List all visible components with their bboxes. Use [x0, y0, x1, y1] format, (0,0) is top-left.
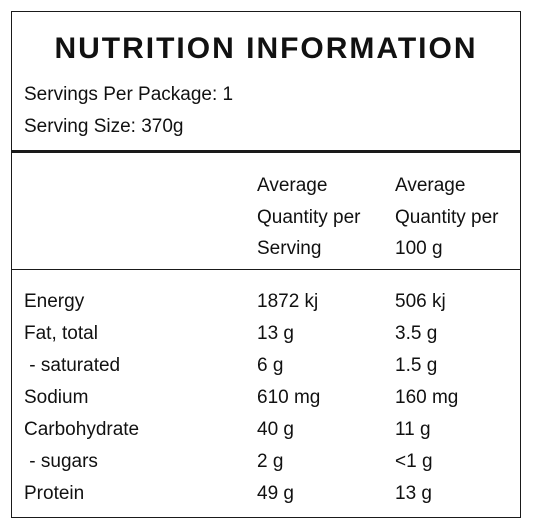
nutrient-name: Fat, total — [24, 323, 98, 344]
nutrient-name: Carbohydrate — [24, 419, 140, 440]
column-header-line: Average — [257, 175, 328, 196]
column-header-line: 100 g — [395, 238, 443, 259]
thick-divider — [12, 150, 520, 153]
per-100g-value: 13 g — [395, 483, 432, 504]
nutrient-name: Energy — [24, 291, 85, 312]
nutrient-name: Protein — [24, 483, 85, 504]
nutrient-row-sodium: Sodium 610 mg 160 mg — [12, 382, 520, 414]
per-serving-value: 2 g — [257, 451, 284, 472]
per-100g-value: 506 kj — [395, 291, 446, 312]
nutrient-row-carbohydrate: Carbohydrate 40 g 11 g — [12, 414, 520, 446]
nutrient-row-protein: Protein 49 g 13 g — [12, 478, 520, 510]
per-100g-value: 11 g — [395, 419, 431, 440]
nutrient-table: Energy 1872 kj 506 kj Fat, total 13 g 3.… — [12, 286, 520, 510]
column-header-line: Serving — [257, 238, 322, 259]
nutrient-name: - saturated — [24, 355, 121, 376]
column-header-line: Quantity per — [257, 206, 361, 228]
column-header-per-serving: Average Quantity per Serving — [257, 170, 361, 265]
column-header-line: Quantity per — [395, 206, 499, 228]
column-header-line: Average — [395, 175, 466, 196]
per-serving-value: 49 g — [257, 483, 294, 504]
per-serving-value: 1872 kj — [257, 291, 319, 312]
nutrition-panel: NUTRITION INFORMATION Servings Per Packa… — [11, 11, 521, 518]
nutrient-row-fat-total: Fat, total 13 g 3.5 g — [12, 318, 520, 350]
thin-divider — [12, 269, 520, 271]
panel-title: NUTRITION INFORMATION — [54, 32, 478, 65]
per-100g-value: 1.5 g — [395, 355, 438, 376]
nutrient-name: Sodium — [24, 387, 89, 408]
per-serving-value: 40 g — [257, 419, 294, 440]
servings-per-package: Servings Per Package: 1 — [24, 84, 234, 105]
nutrient-row-energy: Energy 1872 kj 506 kj — [12, 286, 520, 318]
nutrient-name: - sugars — [24, 451, 98, 472]
column-header-per-100g: Average Quantity per 100 g — [395, 170, 499, 265]
per-100g-value: 3.5 g — [395, 323, 438, 344]
per-serving-value: 610 mg — [257, 387, 321, 408]
per-100g-value: 160 mg — [395, 387, 459, 408]
serving-size: Serving Size: 370g — [24, 116, 184, 137]
per-100g-value: <1 g — [395, 451, 433, 472]
nutrient-row-saturated: - saturated 6 g 1.5 g — [12, 350, 520, 382]
nutrient-row-sugars: - sugars 2 g <1 g — [12, 446, 520, 478]
per-serving-value: 13 g — [257, 323, 294, 344]
per-serving-value: 6 g — [257, 355, 284, 376]
